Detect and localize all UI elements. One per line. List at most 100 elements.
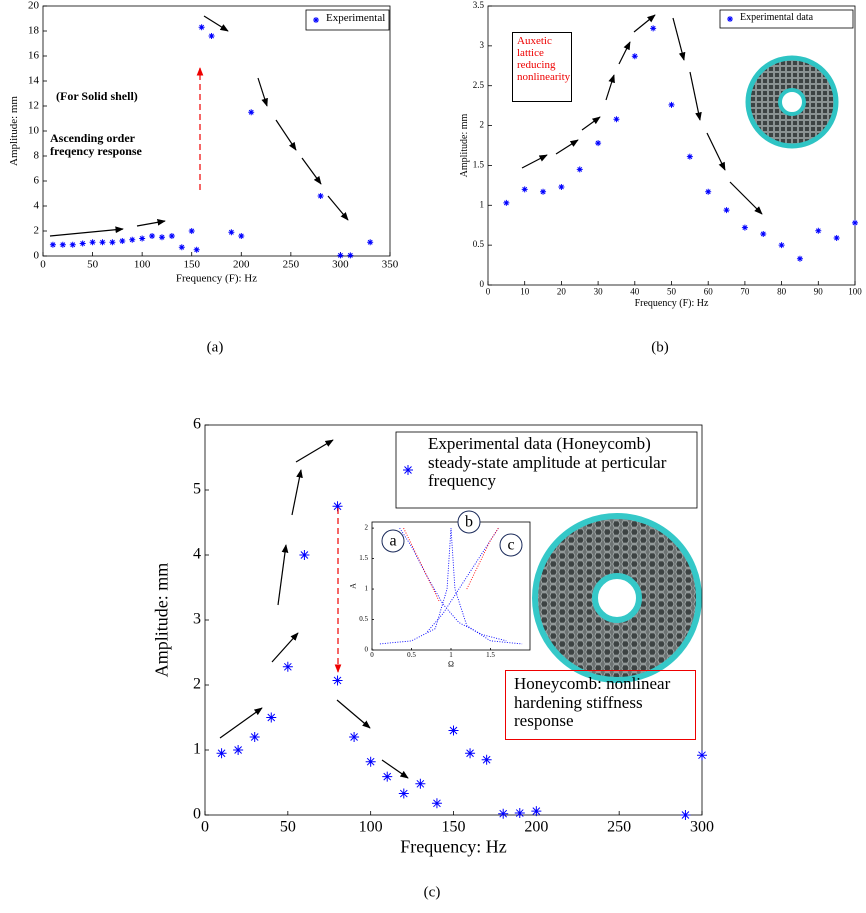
data-point xyxy=(833,234,840,241)
data-point xyxy=(168,233,175,239)
arrow xyxy=(618,41,631,65)
data-point xyxy=(332,501,343,512)
data-point xyxy=(109,239,116,246)
data-point xyxy=(431,798,442,809)
data-point xyxy=(415,778,426,789)
data-point xyxy=(188,228,195,234)
data-point xyxy=(503,199,510,206)
data-point xyxy=(650,25,657,32)
x-tick-label: 250 xyxy=(283,258,300,270)
data-point xyxy=(79,240,86,247)
data-point xyxy=(398,788,409,799)
data-point xyxy=(89,239,96,246)
data-point xyxy=(178,244,185,251)
data-point xyxy=(248,109,255,116)
y-tick-label: 0 xyxy=(193,806,201,823)
y-tick-label: 4 xyxy=(193,546,201,563)
data-point xyxy=(228,229,235,236)
data-point xyxy=(796,255,803,262)
data-point xyxy=(347,252,354,259)
data-point xyxy=(233,745,244,755)
legend-label-box: Experimental xyxy=(326,12,385,24)
legend-marker xyxy=(403,465,413,475)
data-point xyxy=(540,188,547,195)
legend-label: Experimental data xyxy=(740,12,814,23)
data-point xyxy=(158,234,165,241)
arrow xyxy=(605,74,615,101)
x-tick-label: 60 xyxy=(704,286,714,296)
curve xyxy=(379,528,523,645)
arrow xyxy=(275,119,297,151)
data-point xyxy=(668,101,675,108)
data-point xyxy=(382,771,393,782)
x-tick-label: 80 xyxy=(777,286,787,296)
y-tick-label: 0 xyxy=(365,646,369,654)
annotation-box: (For Solid shell) xyxy=(56,90,138,103)
arrow xyxy=(555,139,579,155)
x-tick-label: 50 xyxy=(87,258,99,270)
y-tick-label: 0.5 xyxy=(473,239,485,249)
data-point xyxy=(299,550,310,560)
data-point xyxy=(521,186,528,193)
annotation: Auxetic lattice reducing nonlinearity xyxy=(512,32,572,102)
x-tick-label: 50 xyxy=(667,286,677,296)
x-tick-label: 300 xyxy=(332,258,349,270)
data-point xyxy=(59,241,66,248)
arrow xyxy=(203,15,229,32)
arrow xyxy=(295,439,334,463)
data-point xyxy=(705,188,712,195)
curve xyxy=(399,527,507,642)
curve-label-circle xyxy=(457,510,481,534)
y-tick-label: 14 xyxy=(28,75,40,87)
curve xyxy=(403,527,440,602)
curve-label-circle xyxy=(381,529,405,553)
arrow xyxy=(301,157,322,185)
x-tick-label: 50 xyxy=(280,818,296,835)
curve xyxy=(426,527,499,633)
caption: (b) xyxy=(651,339,669,355)
x-tick-label: 200 xyxy=(524,818,548,835)
x-tick-label: 70 xyxy=(740,286,750,296)
y-tick-label: 0 xyxy=(34,250,40,262)
annotation: Ascending order freqency response xyxy=(50,132,142,159)
arrow xyxy=(672,17,686,61)
arrow xyxy=(521,154,548,169)
annotation: (For Solid shell) xyxy=(56,90,138,103)
data-point xyxy=(332,675,343,686)
lattice-image xyxy=(745,55,839,149)
x-tick-label: 100 xyxy=(848,286,862,296)
data-point xyxy=(119,238,126,244)
data-point xyxy=(139,235,146,242)
x-tick-label: 150 xyxy=(183,258,200,270)
curve xyxy=(466,527,499,590)
arrow xyxy=(277,544,289,606)
x-tick-label: 0 xyxy=(370,651,374,659)
data-point xyxy=(69,241,76,248)
x-axis-label: Ω xyxy=(448,660,454,669)
data-point xyxy=(99,239,106,246)
x-tick-label: 0 xyxy=(40,258,46,270)
y-tick-label: 2 xyxy=(480,120,485,130)
x-tick-label: 90 xyxy=(814,286,824,296)
data-point xyxy=(317,193,324,199)
data-point xyxy=(367,239,374,246)
caption: (c) xyxy=(424,884,441,900)
y-tick-label: 8 xyxy=(34,150,40,162)
y-axis-label: Amplitude: mm xyxy=(459,113,470,177)
legend-box xyxy=(395,431,698,509)
y-axis-label: Amplitude: mm xyxy=(152,563,172,678)
x-tick-label: 1 xyxy=(449,651,453,659)
legend-marker xyxy=(313,17,319,23)
curve-label: c xyxy=(507,537,514,554)
data-point xyxy=(514,808,525,819)
data-point xyxy=(613,116,620,123)
legend-label-box: Experimental data xyxy=(740,12,814,23)
y-tick-label: 16 xyxy=(28,50,40,62)
y-tick-label: 3.5 xyxy=(473,0,485,10)
y-tick-label: 3 xyxy=(480,40,485,50)
data-point xyxy=(686,153,693,160)
data-point xyxy=(760,230,767,237)
y-tick-label: 1.5 xyxy=(359,554,368,562)
data-point xyxy=(249,732,260,742)
arrow xyxy=(291,469,303,516)
